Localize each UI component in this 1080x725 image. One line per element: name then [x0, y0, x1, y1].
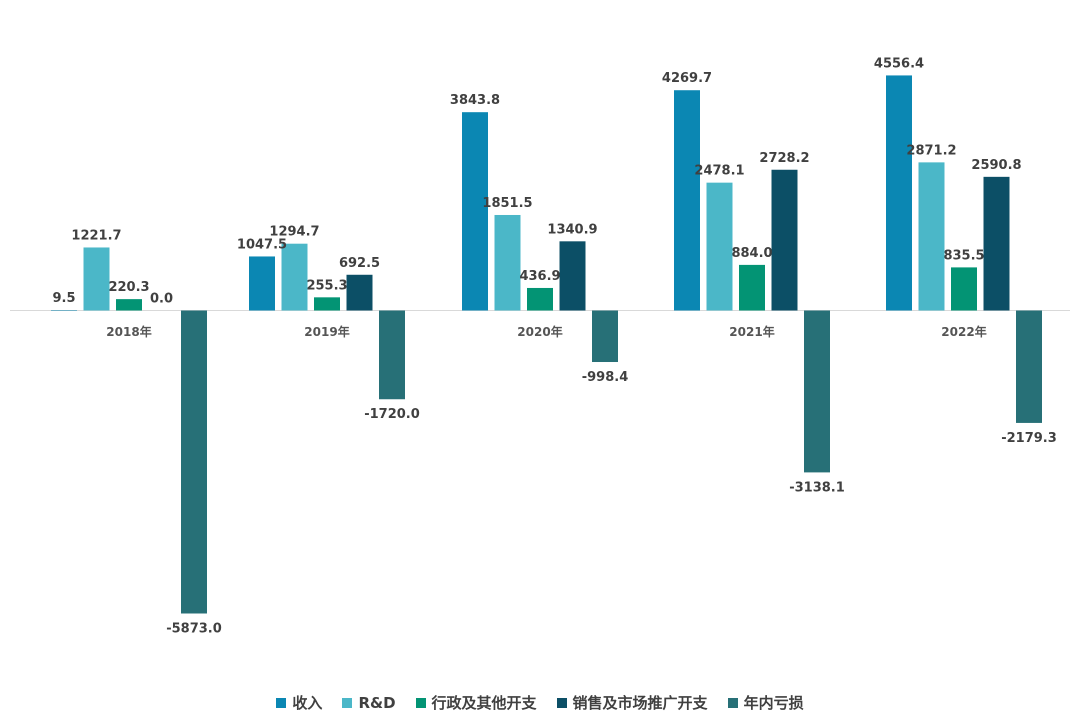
legend-label-4: 销售及市场推广开支 — [572, 694, 708, 712]
data-label-1-2: 1047.5 — [237, 237, 287, 252]
bar-3-5 — [951, 267, 977, 311]
data-label-4-5: 2590.8 — [971, 158, 1021, 173]
bar-4-4 — [771, 169, 798, 311]
legend: 收入 R&D 行政及其他开支 销售及市场推广开支 年内亏损 — [0, 692, 1080, 713]
data-label-5-5: -2179.3 — [1001, 431, 1057, 446]
data-label-2-3: 1851.5 — [482, 196, 532, 211]
data-label-5-4: -3138.1 — [789, 480, 845, 495]
legend-swatch-1 — [276, 697, 287, 708]
data-label-5-2: -1720.0 — [364, 407, 420, 422]
bar-5-1 — [181, 310, 207, 614]
category-label-3: 2020年 — [517, 324, 562, 339]
bar-4-5 — [983, 176, 1010, 311]
legend-item-4: 销售及市场推广开支 — [556, 692, 708, 713]
value-labels-layer: 9.5 1047.5 3843.8 4269.7 4556.4 1221.7 1294.7 1… — [52, 56, 1056, 636]
category-label-1: 2018年 — [106, 324, 151, 339]
data-label-2-5: 2871.2 — [906, 143, 956, 158]
data-label-3-2: 255.3 — [306, 278, 347, 293]
category-label-2: 2019年 — [304, 324, 349, 339]
bar-2-1 — [83, 247, 110, 311]
data-label-4-3: 1340.9 — [547, 222, 597, 237]
data-label-3-4: 884.0 — [731, 246, 772, 261]
bar-3-4 — [739, 264, 765, 311]
legend-swatch-3 — [415, 697, 426, 708]
bar-4-2 — [346, 274, 373, 311]
legend-label-2: R&D — [358, 693, 396, 712]
bar-5-4 — [804, 310, 830, 473]
data-label-3-1: 220.3 — [108, 280, 149, 295]
legend-item-1: 收入 — [276, 692, 322, 713]
legend-item-5: 年内亏损 — [727, 692, 804, 713]
legend-item-3: 行政及其他开支 — [415, 692, 537, 713]
legend-label-1: 收入 — [292, 694, 323, 712]
bar-chart: 9.5 1047.5 3843.8 4269.7 4556.4 1221.7 1294.7 1… — [10, 56, 1070, 637]
category-labels-layer: 2018年 2019年 2020年 2021年 2022年 — [106, 324, 986, 339]
data-label-2-1: 1221.7 — [71, 228, 121, 243]
legend-swatch-5 — [727, 697, 738, 708]
bar-1-2 — [249, 256, 275, 311]
data-label-1-1: 9.5 — [52, 291, 75, 306]
data-label-1-5: 4556.4 — [874, 56, 924, 71]
legend-label-3: 行政及其他开支 — [431, 694, 537, 712]
bar-5-5 — [1016, 310, 1042, 423]
data-label-2-2: 1294.7 — [269, 225, 319, 240]
data-label-4-2: 692.5 — [339, 256, 380, 271]
bars-layer — [51, 75, 1042, 614]
data-label-5-3: -998.4 — [582, 370, 629, 385]
legend-item-2: R&D — [342, 693, 396, 712]
legend-swatch-2 — [342, 697, 353, 708]
data-label-1-3: 3843.8 — [450, 93, 500, 108]
bar-3-3 — [527, 287, 553, 311]
bar-3-1 — [116, 299, 142, 311]
legend-swatch-4 — [556, 697, 567, 708]
data-label-3-3: 436.9 — [519, 269, 560, 284]
bar-1-3 — [462, 112, 488, 311]
bar-2-2 — [281, 243, 308, 311]
data-label-4-4: 2728.2 — [759, 151, 809, 166]
bar-5-3 — [592, 310, 618, 363]
bar-3-2 — [314, 297, 340, 311]
bar-1-5 — [886, 75, 912, 311]
bar-2-4 — [706, 182, 733, 311]
category-label-4: 2021年 — [729, 324, 774, 339]
bar-1-4 — [674, 90, 700, 311]
data-label-2-4: 2478.1 — [694, 164, 744, 179]
data-label-5-1: -5873.0 — [166, 622, 222, 637]
category-label-5: 2022年 — [941, 324, 986, 339]
bar-4-3 — [559, 241, 586, 311]
legend-label-5: 年内亏损 — [743, 694, 804, 712]
bar-5-2 — [379, 310, 405, 400]
bar-2-5 — [918, 162, 945, 311]
data-label-4-1: 0.0 — [150, 292, 173, 307]
data-label-1-4: 4269.7 — [662, 71, 712, 86]
data-label-3-5: 835.5 — [943, 248, 984, 263]
bar-2-3 — [494, 214, 521, 311]
